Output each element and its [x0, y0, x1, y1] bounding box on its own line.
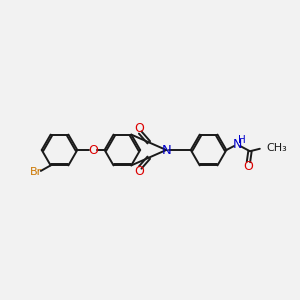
- Text: CH₃: CH₃: [267, 143, 287, 153]
- Text: N: N: [161, 143, 171, 157]
- Text: O: O: [88, 143, 98, 157]
- Text: N: N: [232, 138, 242, 151]
- Text: O: O: [134, 165, 144, 178]
- Text: Br: Br: [30, 167, 42, 177]
- Text: O: O: [134, 122, 144, 135]
- Text: O: O: [244, 160, 254, 173]
- Text: H: H: [238, 136, 245, 146]
